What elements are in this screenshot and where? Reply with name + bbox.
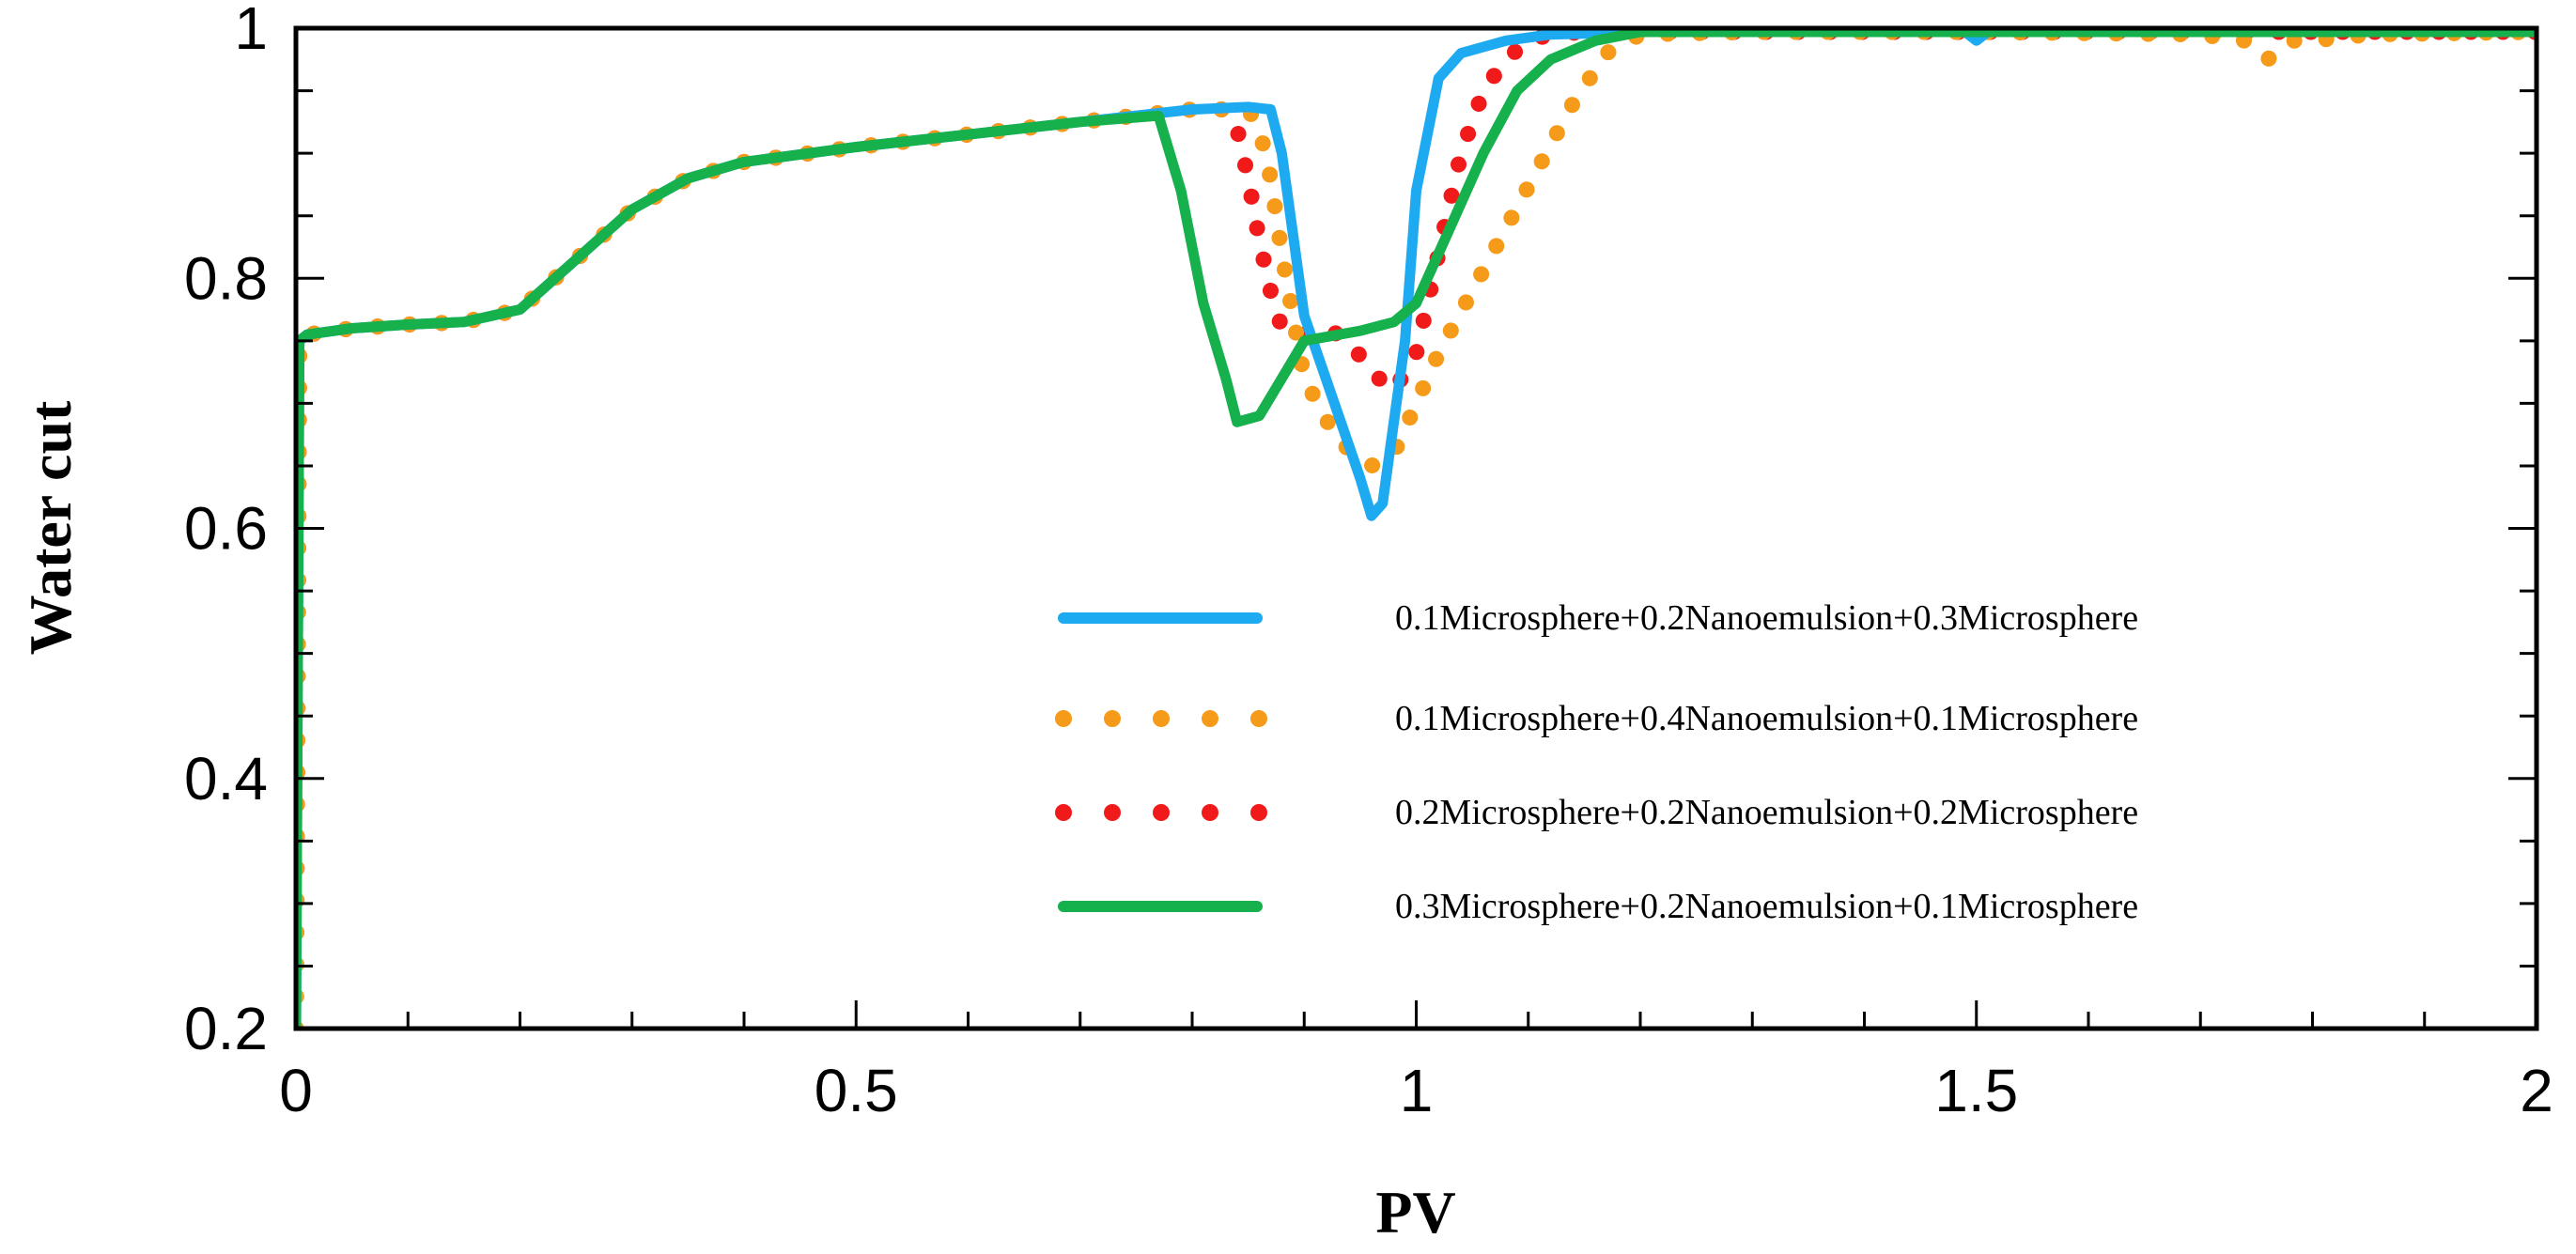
legend-marker-dot [1055,710,1072,727]
legend: 0.1Microsphere+0.2Nanoemulsion+0.3Micros… [1055,598,2138,926]
legend-marker-dot [1202,710,1218,727]
y-tick-label: 0.2 [184,995,268,1062]
legend-label-1: 0.1Microsphere+0.2Nanoemulsion+0.3Micros… [1395,598,2138,638]
legend-marker-dot [1153,710,1170,727]
x-tick-label: 2 [2520,1057,2553,1124]
legend-marker-dot [1104,710,1121,727]
legend-marker-dot [1250,804,1267,821]
y-tick-label: 0.4 [184,745,268,813]
legend-label-3: 0.2Microsphere+0.2Nanoemulsion+0.2Micros… [1395,793,2138,832]
legend-marker-dot [1153,804,1170,821]
legend-marker-dot [1104,804,1121,821]
x-axis-title: PV [1375,1179,1455,1246]
legend-marker-dot [1250,710,1267,727]
plot-frame [293,25,2539,1031]
series-line-4 [296,28,2537,1029]
legend-label-2: 0.1Microsphere+0.4Nanoemulsion+0.1Micros… [1395,699,2138,738]
legend-label-4: 0.3Microsphere+0.2Nanoemulsion+0.1Micros… [1395,887,2138,926]
y-tick-label: 0.6 [184,495,268,563]
x-tick-label: 0.5 [815,1057,898,1124]
legend-marker-dot [1055,804,1072,821]
y-tick-label: 0.8 [184,244,268,312]
legend-marker-dot [1202,804,1218,821]
x-tick-label: 1 [1400,1057,1434,1124]
labels-layer: 0 0.5 1 1.5 2 0.2 0.4 0.6 0.8 1 [184,0,2553,1124]
y-axis-title: Water cut [17,400,84,655]
series-layer [296,28,2537,1029]
x-tick-label: 1.5 [1934,1057,2018,1124]
x-tick-label: 0 [279,1057,313,1124]
y-tick-label: 1 [234,0,268,62]
